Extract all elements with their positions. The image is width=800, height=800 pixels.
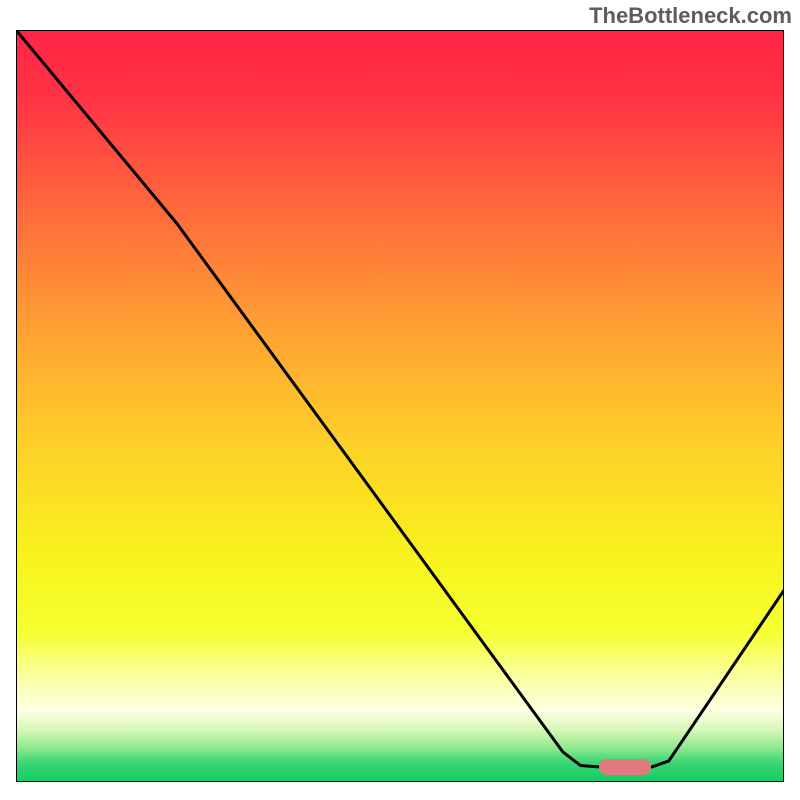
optimal-marker <box>599 759 651 775</box>
bottleneck-curve <box>16 30 784 782</box>
chart-container: TheBottleneck.com <box>0 0 800 800</box>
watermark-text: TheBottleneck.com <box>589 3 792 29</box>
curve-path <box>16 30 784 767</box>
